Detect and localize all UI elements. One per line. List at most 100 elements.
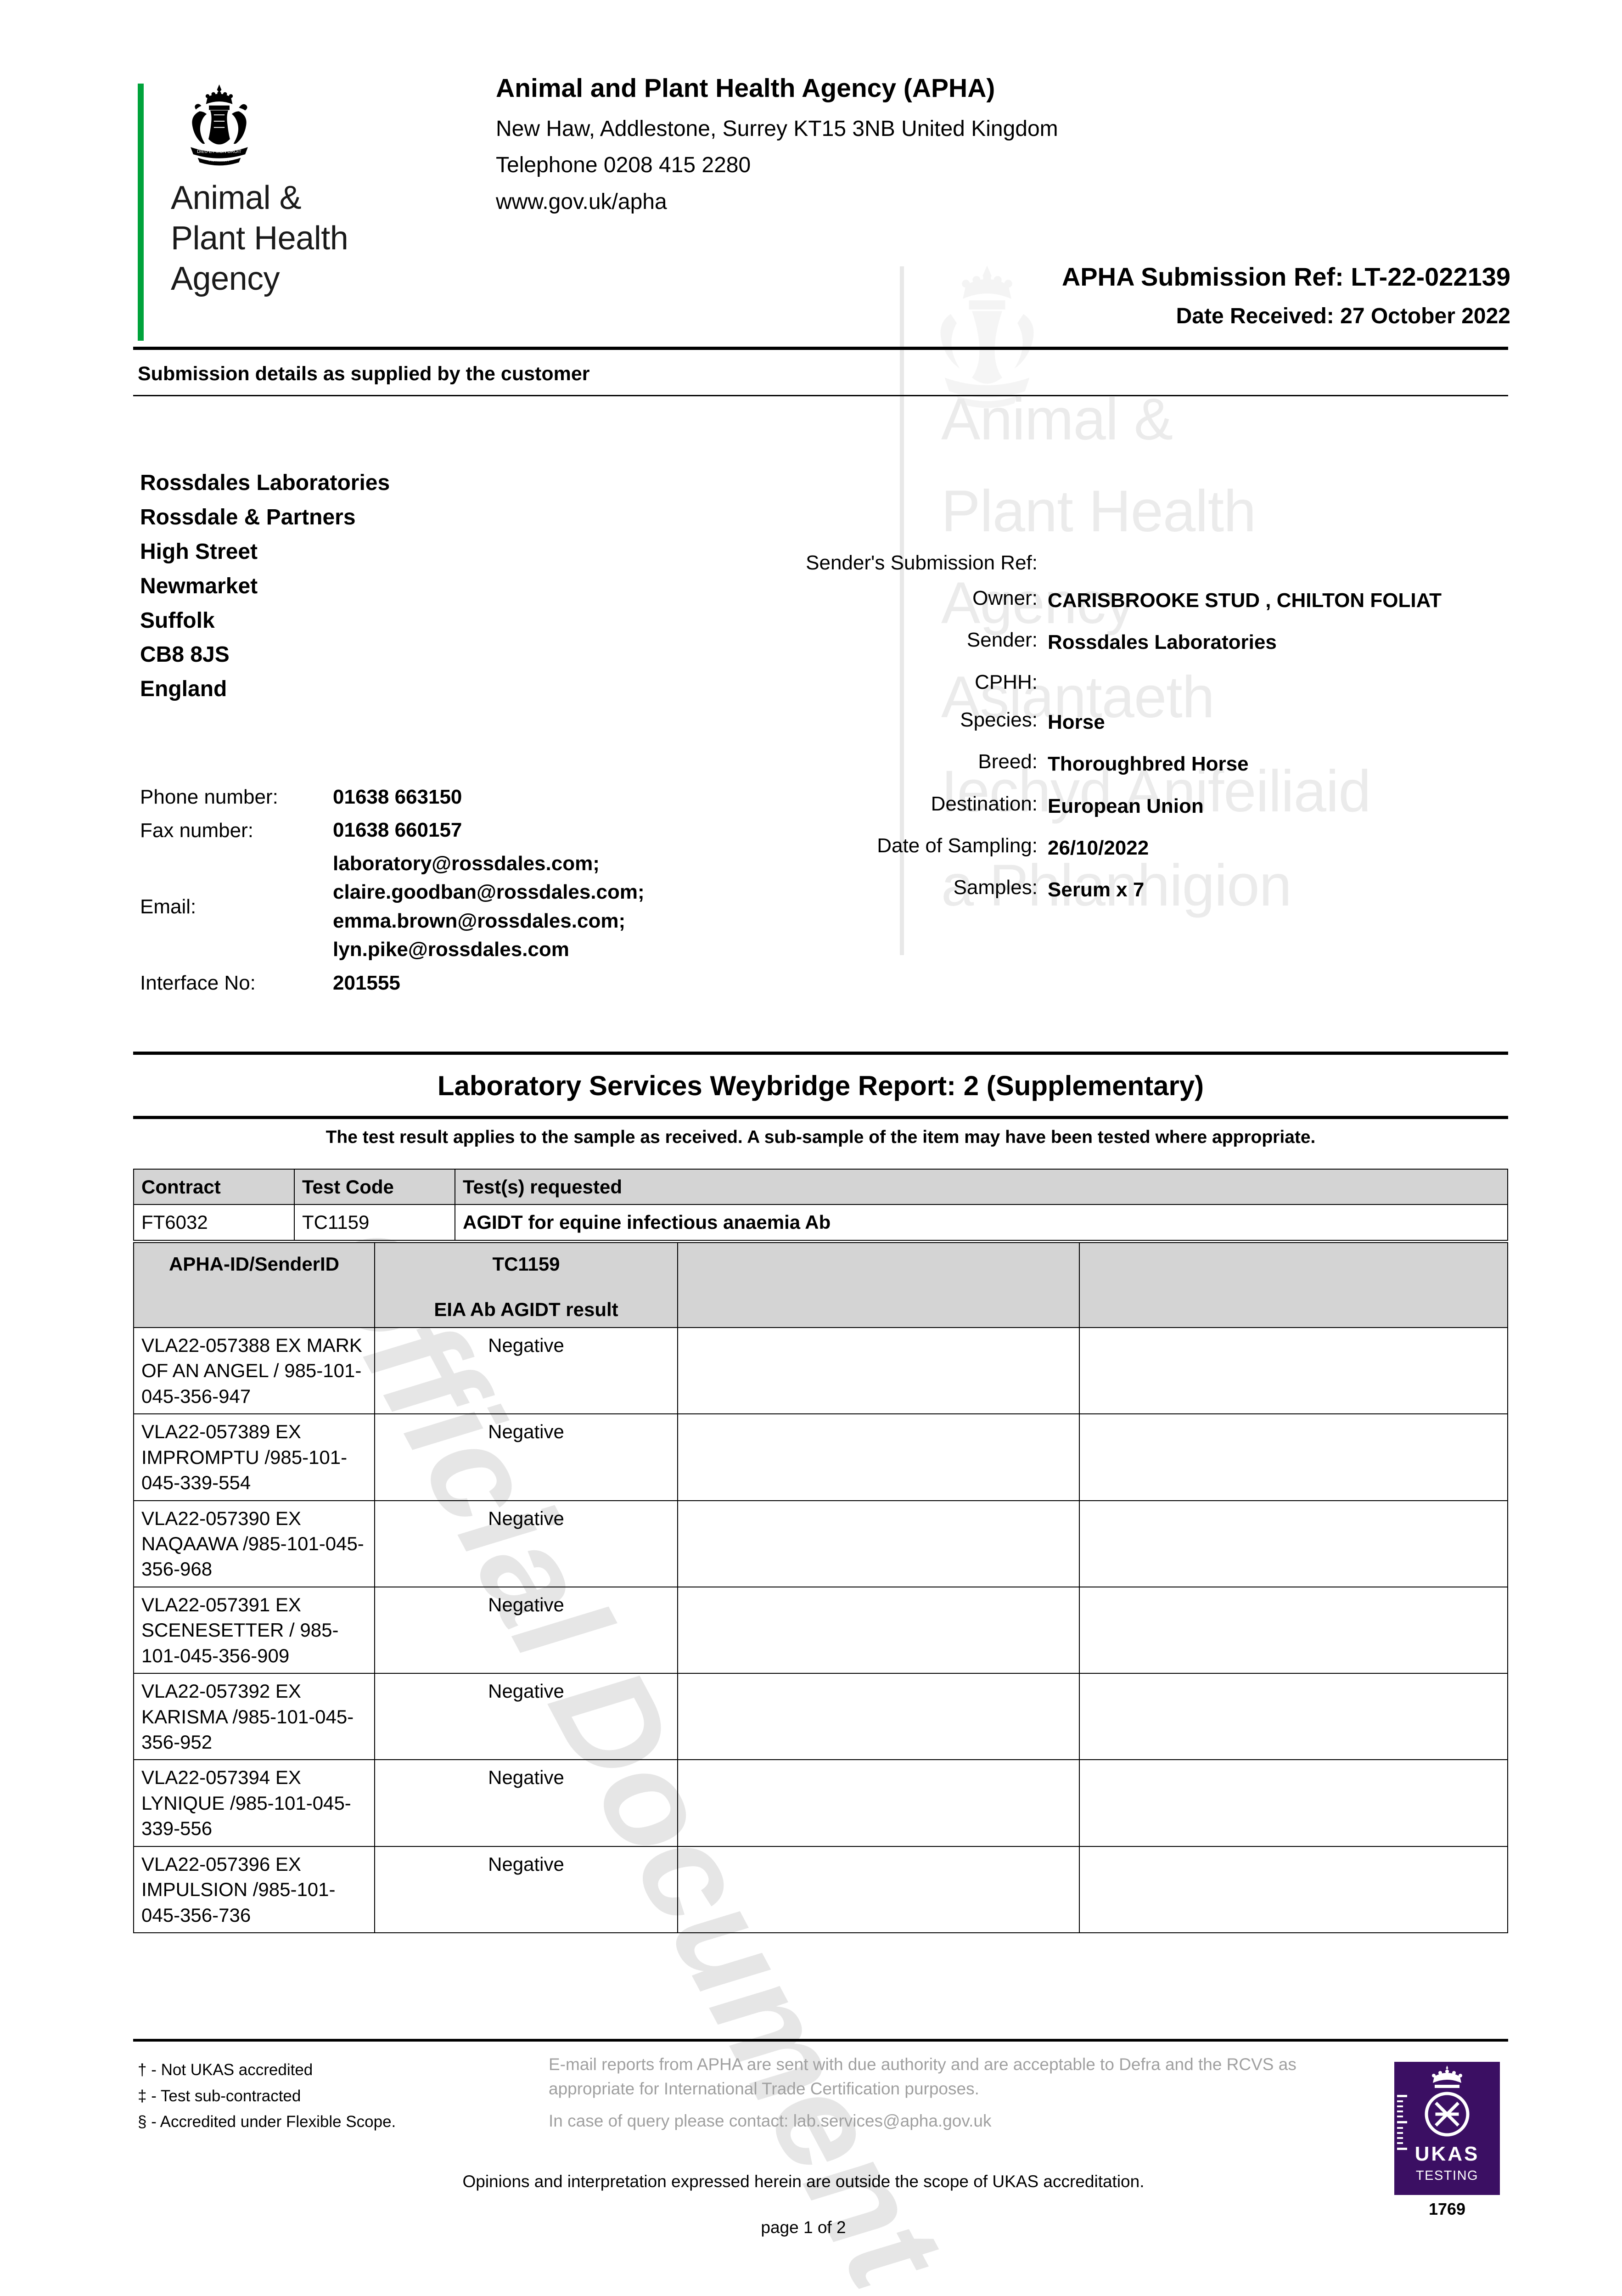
submission-detail-row: Species: Horse [744, 701, 1506, 743]
agency-contact-block: Animal and Plant Health Agency (APHA) Ne… [496, 73, 1506, 225]
result-col3 [677, 1759, 1080, 1847]
submission-detail-row: Sender's Submission Ref: [744, 546, 1506, 580]
results-header-test-desc: EIA Ab AGIDT result [434, 1299, 618, 1321]
detail-label: Sender: [966, 629, 1038, 652]
result-value: Negative [374, 1413, 678, 1501]
submission-detail-row: Samples: Serum x 7 [744, 869, 1506, 911]
contact-value[interactable]: laboratory@rossdales.com; claire.goodban… [333, 852, 645, 961]
result-value: Negative [374, 1500, 678, 1587]
detail-label: Samples: [953, 876, 1038, 899]
results-header-blank-2 [1079, 1242, 1508, 1328]
detail-value: European Union [1048, 794, 1204, 817]
apha-logo: DIEU ET MON DROIT HONI SOIT Animal & Pla… [138, 78, 422, 349]
logo-line-1: Animal & [171, 180, 302, 216]
ukas-monogram-icon [1425, 2092, 1470, 2137]
result-sample-id: VLA22-057390 EX NAQAAWA /985-101-045-356… [133, 1500, 375, 1587]
result-sample-id: VLA22-057391 EX SCENESETTER / 985-101-04… [133, 1586, 375, 1674]
detail-value: Thoroughbred Horse [1048, 753, 1249, 776]
footer-email-notice: E-mail reports from APHA are sent with d… [549, 2053, 1302, 2142]
contact-row: Fax number: 01638 660157 [140, 814, 746, 847]
svg-text:HONI SOIT: HONI SOIT [209, 158, 230, 163]
address-line: Suffolk [140, 608, 215, 633]
footer-rule [133, 2039, 1508, 2042]
result-col3 [677, 1846, 1080, 1934]
results-header-blank-1 [677, 1242, 1080, 1328]
ukas-accreditation-number: 1769 [1428, 2200, 1466, 2218]
detail-label: Owner: [972, 587, 1038, 609]
detail-label: Sender's Submission Ref: [806, 551, 1038, 574]
result-col4 [1079, 1500, 1508, 1587]
submission-detail-row: Sender: Rossdales Laboratories [744, 621, 1506, 663]
customer-address-block: Rossdales Laboratories Rossdale & Partne… [140, 466, 390, 707]
result-value: Negative [374, 1586, 678, 1674]
contract-cell-testcode: TC1159 [294, 1204, 455, 1241]
submission-detail-row: CPHH: [744, 664, 1506, 701]
contact-label: Interface No: [140, 972, 256, 995]
submission-detail-row: Owner: CARISBROOKE STUD , CHILTON FOLIAT [744, 580, 1506, 621]
ukas-accreditation-mark: UKAS TESTING 1769 [1394, 2062, 1500, 2219]
contact-row: Email: laboratory@rossdales.com; claire.… [140, 847, 746, 967]
detail-label: CPHH: [975, 670, 1038, 693]
contract-header-contract: Contract [133, 1168, 295, 1205]
report-bottom-rule [133, 1116, 1508, 1119]
address-line: Rossdales Laboratories [140, 471, 390, 495]
result-value: Negative [374, 1846, 678, 1934]
contract-row: FT6032 TC1159 AGIDT for equine infectiou… [133, 1204, 1508, 1241]
table-row: VLA22-057392 EX KARISMA /985-101-045-356… [133, 1673, 1508, 1761]
accreditation-note: ‡ - Test sub-contracted [138, 2087, 301, 2105]
detail-label: Breed: [978, 750, 1038, 773]
detail-label: Destination: [931, 792, 1038, 815]
footer-opinion-line: Opinions and interpretation expressed he… [462, 2172, 1145, 2191]
contract-header-tests: Test(s) requested [455, 1168, 1508, 1205]
submission-details-table: Sender's Submission Ref: Owner: CARISBRO… [744, 546, 1506, 911]
detail-value: 26/10/2022 [1048, 836, 1149, 859]
agency-name: Animal and Plant Health Agency (APHA) [496, 73, 995, 103]
submission-details-label: Submission details as supplied by the cu… [138, 363, 590, 385]
submission-detail-row: Breed: Thoroughbred Horse [744, 743, 1506, 785]
contract-cell-tests: AGIDT for equine infectious anaemia Ab [455, 1204, 1508, 1241]
contract-table: Contract Test Code Test(s) requested FT6… [133, 1168, 1508, 1241]
contact-label: Email: [140, 895, 196, 918]
result-value: Negative [374, 1759, 678, 1847]
result-sample-id: VLA22-057392 EX KARISMA /985-101-045-356… [133, 1673, 375, 1761]
address-line: Rossdale & Partners [140, 505, 356, 529]
report-note: The test result applies to the sample as… [326, 1127, 1316, 1147]
report-top-rule [133, 1052, 1508, 1055]
agency-website[interactable]: www.gov.uk/apha [496, 189, 667, 214]
watermark-line-1: Animal & [941, 387, 1173, 452]
submission-reference-block: APHA Submission Ref: LT-22-022139 Date R… [845, 262, 1510, 329]
results-header-row: APHA-ID/SenderID TC1159 EIA Ab AGIDT res… [133, 1242, 1508, 1328]
table-row: VLA22-057390 EX NAQAAWA /985-101-045-356… [133, 1500, 1508, 1587]
ukas-wordmark: UKAS [1414, 2143, 1480, 2165]
result-col3 [677, 1327, 1080, 1415]
result-col4 [1079, 1413, 1508, 1501]
header-divider-rule [133, 347, 1508, 350]
detail-value [1048, 664, 1506, 701]
results-table: APHA-ID/SenderID TC1159 EIA Ab AGIDT res… [133, 1242, 1508, 1934]
submission-details-underline [133, 395, 1508, 396]
result-sample-id: VLA22-057396 EX IMPULSION /985-101-045-3… [133, 1846, 375, 1934]
page-number: page 1 of 2 [761, 2218, 846, 2237]
table-row: VLA22-057396 EX IMPULSION /985-101-045-3… [133, 1846, 1508, 1934]
result-col4 [1079, 1673, 1508, 1761]
result-col3 [677, 1413, 1080, 1501]
detail-value: Serum x 7 [1048, 878, 1145, 901]
result-col3 [677, 1500, 1080, 1587]
result-col4 [1079, 1327, 1508, 1415]
date-received: Date Received: 27 October 2022 [1176, 304, 1510, 328]
green-accent-bar [138, 84, 144, 341]
logo-line-2: Plant Health [171, 219, 348, 257]
contact-label: Phone number: [140, 786, 278, 809]
result-col4 [1079, 1759, 1508, 1847]
address-line: England [140, 677, 227, 702]
contact-label: Fax number: [140, 819, 253, 842]
footer-query-contact[interactable]: In case of query please contact: lab.ser… [549, 2111, 992, 2131]
detail-label: Species: [960, 708, 1038, 731]
result-value: Negative [374, 1673, 678, 1761]
address-line: CB8 8JS [140, 642, 230, 667]
detail-value: CARISBROOKE STUD , CHILTON FOLIAT [1048, 589, 1442, 612]
svg-text:DIEU ET MON DROIT: DIEU ET MON DROIT [197, 149, 241, 154]
footer-notice-paragraph: E-mail reports from APHA are sent with d… [549, 2055, 1296, 2098]
accreditation-note: § - Accredited under Flexible Scope. [138, 2113, 396, 2131]
